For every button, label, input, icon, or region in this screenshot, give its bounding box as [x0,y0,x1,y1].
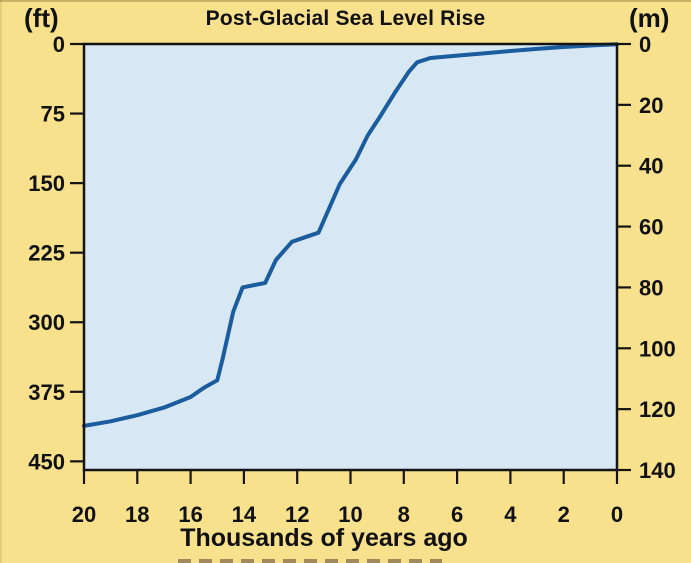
left-axis-tick-label: 75 [41,102,65,127]
x-axis-title: Thousands of years ago [180,524,468,552]
right-axis-tick-label: 100 [639,336,676,361]
x-axis-tick-label: 14 [232,502,257,527]
left-axis-tick-label: 300 [28,310,65,335]
chart-title: Post-Glacial Sea Level Rise [205,7,486,30]
right-axis-tick-label: 0 [639,32,651,57]
right-axis-tick-label: 20 [639,93,663,118]
right-axis-tick-label: 120 [639,397,676,422]
x-axis-tick-label: 12 [285,502,309,527]
x-axis-tick-label: 6 [451,502,463,527]
left-axis-tick-label: 375 [28,380,65,405]
plot-area [84,44,617,470]
sea-level-line [82,42,619,428]
right-axis-tick-label: 60 [639,215,663,240]
x-axis-tick-label: 18 [125,502,149,527]
right-axis-unit-label: (m) [629,3,670,33]
x-axis-tick-label: 2 [558,502,570,527]
x-axis-tick-label: 4 [504,502,517,527]
x-axis-tick-label: 10 [338,502,362,527]
right-axis-tick-label: 40 [639,154,663,179]
left-axis-tick-label: 0 [53,32,65,57]
right-axis-tick-label: 80 [639,275,663,300]
x-axis-tick-label: 16 [178,502,202,527]
left-axis-tick-label: 225 [28,241,65,266]
x-axis-tick-label: 0 [611,502,623,527]
left-axis-tick-label: 450 [28,449,65,474]
x-axis-tick-label: 8 [398,502,410,527]
left-axis-unit-label: (ft) [24,3,59,33]
cropped-caption-artifact [178,559,442,563]
x-axis-tick-label: 20 [72,502,96,527]
left-axis-tick-label: 150 [28,171,65,196]
right-axis-tick-label: 140 [639,458,676,483]
